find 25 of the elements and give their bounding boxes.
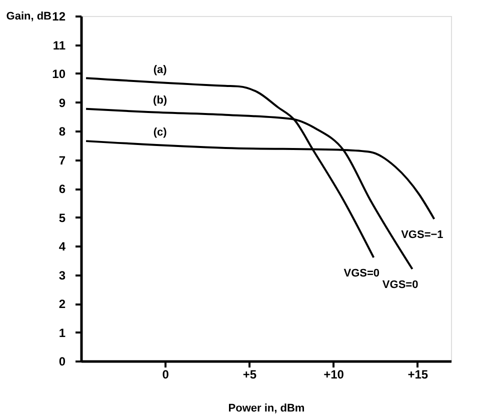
y-tick-label: 7 xyxy=(58,153,66,168)
y-axis-title: Gain, dB xyxy=(6,10,52,22)
y-tick-label: 5 xyxy=(58,210,66,225)
x-tick-label: 0 xyxy=(162,368,170,382)
y-tick-label: 11 xyxy=(52,38,66,52)
y-tick-label: 10 xyxy=(52,67,66,81)
y-tick-label: 3 xyxy=(58,268,66,282)
annotation: VGS=−1 xyxy=(401,228,444,241)
y-tick-label: 4 xyxy=(58,240,66,254)
x-tick-label: +10 xyxy=(324,368,344,382)
series-label: (a) xyxy=(153,64,168,76)
annotation: VGS=0 xyxy=(382,279,418,291)
series-label: (c) xyxy=(153,126,168,139)
y-tick-label: 12 xyxy=(52,10,66,24)
y-tick-label: 6 xyxy=(58,182,66,196)
annotation: VGS=0 xyxy=(344,268,380,280)
x-tick-label: +15 xyxy=(408,368,428,382)
y-tick-label: 8 xyxy=(58,124,66,138)
y-tick-label: 1 xyxy=(58,326,66,340)
series-label: (b) xyxy=(153,94,168,106)
y-tick-label: 0 xyxy=(58,354,66,368)
y-tick-label: 2 xyxy=(58,297,66,311)
x-tick-label: +5 xyxy=(242,368,257,382)
y-tick-label: 9 xyxy=(58,96,66,110)
x-axis-title: Power in, dBm xyxy=(228,402,305,414)
